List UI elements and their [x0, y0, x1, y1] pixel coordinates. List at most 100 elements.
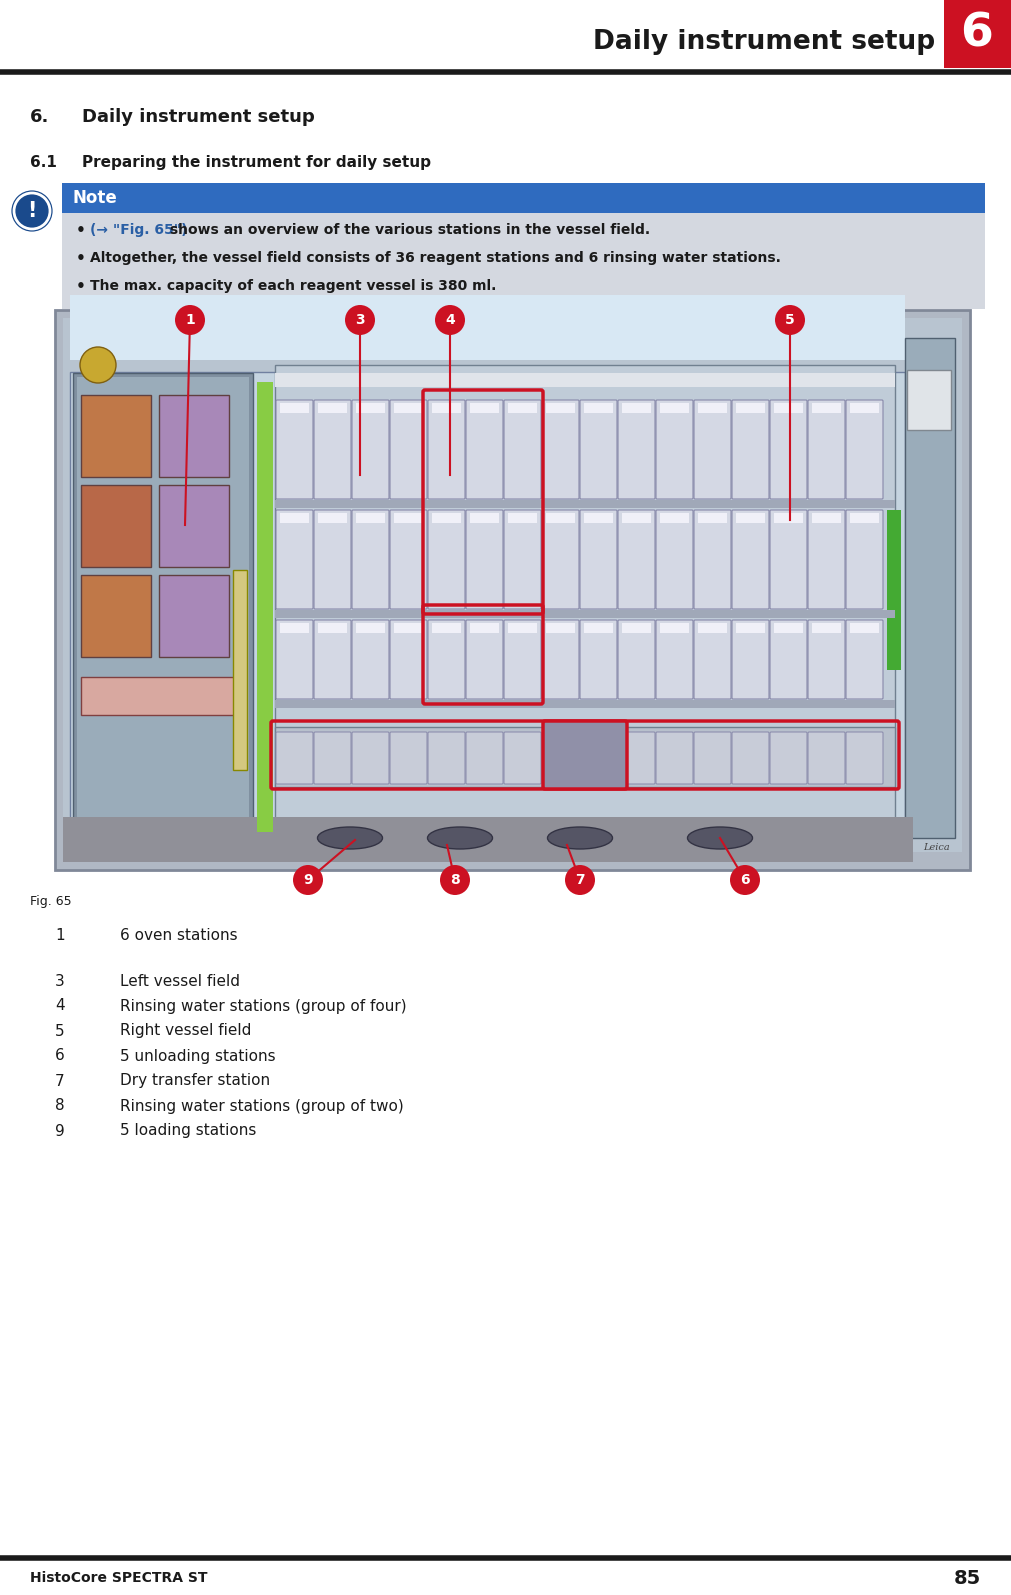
FancyBboxPatch shape — [774, 514, 803, 523]
Text: Preparing the instrument for daily setup: Preparing the instrument for daily setup — [82, 155, 431, 171]
FancyBboxPatch shape — [314, 732, 351, 785]
FancyBboxPatch shape — [280, 514, 309, 523]
FancyBboxPatch shape — [542, 400, 579, 499]
FancyBboxPatch shape — [698, 514, 727, 523]
FancyBboxPatch shape — [276, 732, 313, 785]
FancyBboxPatch shape — [732, 732, 769, 785]
FancyBboxPatch shape — [812, 624, 841, 633]
Text: 5 loading stations: 5 loading stations — [120, 1123, 257, 1139]
FancyBboxPatch shape — [318, 404, 347, 413]
FancyBboxPatch shape — [660, 404, 690, 413]
Text: (→ "Fig. 65"): (→ "Fig. 65") — [90, 223, 187, 238]
FancyBboxPatch shape — [159, 576, 229, 657]
FancyBboxPatch shape — [428, 510, 465, 609]
Text: 6.: 6. — [30, 108, 50, 126]
FancyBboxPatch shape — [660, 624, 690, 633]
Text: 3: 3 — [55, 973, 65, 989]
Text: 3: 3 — [355, 313, 365, 327]
FancyBboxPatch shape — [466, 400, 503, 499]
FancyBboxPatch shape — [318, 624, 347, 633]
Text: 6.1: 6.1 — [30, 155, 57, 171]
FancyBboxPatch shape — [233, 569, 247, 770]
FancyBboxPatch shape — [356, 624, 385, 633]
FancyBboxPatch shape — [812, 514, 841, 523]
Text: •: • — [76, 222, 86, 238]
FancyBboxPatch shape — [63, 317, 962, 852]
Text: 4: 4 — [445, 313, 455, 327]
FancyBboxPatch shape — [81, 396, 151, 477]
FancyBboxPatch shape — [356, 514, 385, 523]
FancyBboxPatch shape — [846, 510, 883, 609]
FancyBboxPatch shape — [656, 732, 693, 785]
FancyBboxPatch shape — [314, 620, 351, 699]
Circle shape — [730, 864, 760, 895]
FancyBboxPatch shape — [70, 295, 905, 360]
FancyBboxPatch shape — [390, 732, 427, 785]
FancyBboxPatch shape — [584, 624, 613, 633]
Text: 1: 1 — [55, 928, 65, 944]
FancyBboxPatch shape — [622, 404, 651, 413]
Text: 5 unloading stations: 5 unloading stations — [120, 1048, 276, 1064]
FancyBboxPatch shape — [504, 400, 541, 499]
FancyBboxPatch shape — [352, 732, 389, 785]
FancyBboxPatch shape — [62, 214, 985, 309]
FancyBboxPatch shape — [808, 620, 845, 699]
Text: Note: Note — [72, 188, 116, 207]
FancyBboxPatch shape — [428, 732, 465, 785]
Text: Dry transfer station: Dry transfer station — [120, 1073, 270, 1088]
Text: 6 oven stations: 6 oven stations — [120, 928, 238, 944]
FancyBboxPatch shape — [944, 0, 1011, 69]
Text: Altogether, the vessel field consists of 36 reagent stations and 6 rinsing water: Altogether, the vessel field consists of… — [90, 250, 780, 265]
FancyBboxPatch shape — [63, 321, 962, 450]
Text: Left vessel field: Left vessel field — [120, 973, 240, 989]
Text: Fig. 65: Fig. 65 — [30, 895, 72, 908]
FancyBboxPatch shape — [808, 400, 845, 499]
FancyBboxPatch shape — [470, 404, 499, 413]
FancyBboxPatch shape — [504, 732, 541, 785]
FancyBboxPatch shape — [694, 400, 731, 499]
FancyBboxPatch shape — [542, 620, 579, 699]
FancyBboxPatch shape — [656, 510, 693, 609]
FancyBboxPatch shape — [62, 183, 985, 214]
Circle shape — [10, 188, 54, 233]
FancyBboxPatch shape — [276, 400, 313, 499]
FancyBboxPatch shape — [432, 514, 461, 523]
FancyBboxPatch shape — [770, 510, 807, 609]
Text: 6: 6 — [740, 872, 750, 887]
Circle shape — [293, 864, 323, 895]
FancyBboxPatch shape — [770, 400, 807, 499]
FancyBboxPatch shape — [352, 620, 389, 699]
Text: !: ! — [27, 201, 36, 222]
FancyBboxPatch shape — [470, 624, 499, 633]
FancyBboxPatch shape — [466, 620, 503, 699]
FancyBboxPatch shape — [73, 373, 253, 837]
FancyBboxPatch shape — [698, 404, 727, 413]
Ellipse shape — [687, 826, 752, 849]
Text: shows an overview of the various stations in the vessel field.: shows an overview of the various station… — [166, 223, 650, 238]
FancyBboxPatch shape — [466, 510, 503, 609]
FancyBboxPatch shape — [846, 620, 883, 699]
FancyBboxPatch shape — [508, 404, 537, 413]
FancyBboxPatch shape — [257, 381, 273, 833]
FancyBboxPatch shape — [504, 510, 541, 609]
FancyBboxPatch shape — [77, 376, 249, 834]
Text: 6: 6 — [55, 1048, 65, 1064]
FancyBboxPatch shape — [55, 309, 970, 869]
Text: 7: 7 — [55, 1073, 65, 1088]
Text: 5: 5 — [786, 313, 795, 327]
Circle shape — [345, 305, 375, 335]
Text: 85: 85 — [953, 1568, 981, 1587]
Circle shape — [440, 864, 470, 895]
Text: Leica: Leica — [923, 844, 950, 852]
FancyBboxPatch shape — [580, 400, 617, 499]
FancyBboxPatch shape — [470, 514, 499, 523]
Text: Rinsing water stations (group of four): Rinsing water stations (group of four) — [120, 998, 406, 1013]
Text: Rinsing water stations (group of two): Rinsing water stations (group of two) — [120, 1099, 403, 1113]
FancyBboxPatch shape — [905, 338, 955, 837]
FancyBboxPatch shape — [504, 620, 541, 699]
Text: 6: 6 — [960, 11, 994, 56]
FancyBboxPatch shape — [432, 404, 461, 413]
FancyBboxPatch shape — [618, 400, 655, 499]
FancyBboxPatch shape — [542, 732, 579, 785]
FancyBboxPatch shape — [770, 732, 807, 785]
